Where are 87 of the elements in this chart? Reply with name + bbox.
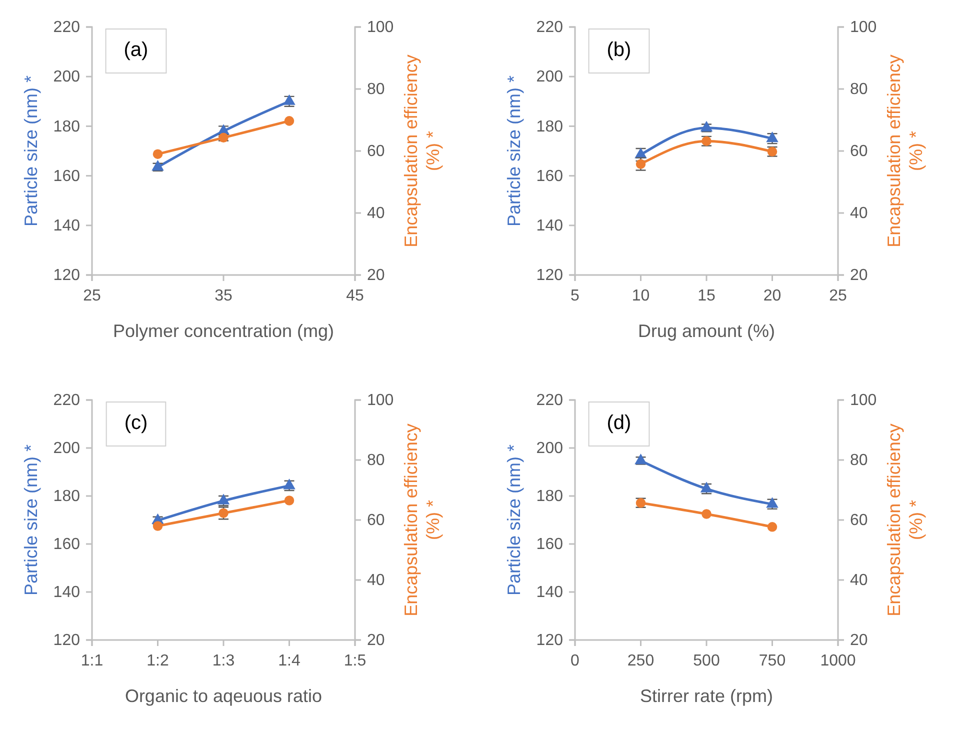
point [152, 149, 163, 159]
x-axis-title: Drug amount (%) [638, 321, 776, 341]
y-tick-label: 180 [53, 118, 80, 136]
y2-tick-label: 60 [850, 512, 868, 530]
y-tick-label: 220 [53, 392, 80, 410]
x-axis-title: Polymer concentration (mg) [112, 321, 334, 341]
x-tick-label: 1:3 [212, 652, 235, 670]
y-tick-label: 120 [536, 632, 564, 650]
y-tick-label: 140 [536, 584, 564, 602]
y-tick-label: 180 [536, 488, 564, 506]
point [700, 120, 713, 132]
y-tick-label: 140 [53, 218, 80, 235]
y2-axis-title: Encapsulation efficiency (%) * [884, 54, 926, 248]
y2-tick-label: 100 [850, 19, 877, 36]
y-tick-label: 220 [536, 392, 564, 410]
x-axis-title: Organic to aqeuous ratio [124, 686, 322, 706]
point [767, 522, 778, 532]
x-tick-label: 15 [698, 287, 716, 304]
x-tick-label: 1:2 [146, 652, 169, 670]
y-tick-label: 180 [536, 118, 564, 136]
y-tick-label: 200 [536, 68, 564, 86]
y-tick-label: 160 [536, 536, 564, 554]
x-tick-label: 250 [627, 652, 654, 670]
y2-tick-label: 80 [850, 452, 868, 470]
y-tick-label: 200 [536, 440, 564, 458]
point [152, 160, 164, 171]
x-tick-label: 1:4 [278, 652, 300, 670]
y-tick-label: 120 [53, 267, 80, 284]
annotation: (a) [124, 39, 148, 61]
y2-axis-title: Encapsulation efficiency (%) * [884, 424, 926, 616]
y2-tick-label: 100 [367, 392, 394, 410]
y2-tick-label: 40 [367, 572, 385, 590]
x-tick-label: 1:1 [80, 652, 104, 670]
y-axis-title: Particle size (nm) * [21, 75, 41, 227]
y-tick-label: 200 [53, 440, 80, 458]
y-tick-label: 160 [53, 168, 80, 185]
y-axis-title: Particle size (nm) * [21, 444, 41, 596]
y-tick-label: 220 [536, 19, 564, 36]
y-tick-label: 140 [53, 584, 80, 602]
annotation: (d) [606, 412, 632, 434]
point [702, 509, 712, 519]
y2-tick-label: 20 [367, 267, 385, 284]
y2-tick-label: 40 [367, 205, 385, 222]
y-tick-label: 140 [536, 218, 564, 235]
y2-tick-label: 20 [367, 632, 385, 650]
x-tick-label: 750 [758, 652, 786, 670]
y-tick-label: 200 [53, 68, 80, 86]
y2-tick-label: 60 [367, 512, 385, 530]
y-tick-label: 180 [53, 488, 80, 506]
y2-tick-label: 20 [850, 632, 868, 650]
x-tick-label: 20 [763, 287, 782, 304]
y2-tick-label: 80 [850, 81, 868, 98]
x-tick-label: 5 [570, 287, 580, 304]
y2-tick-label: 80 [367, 452, 385, 470]
x-tick-label: 1000 [820, 652, 856, 670]
annotation: (b) [606, 39, 632, 61]
x-axis-title: Stirrer rate (rpm) [640, 686, 774, 706]
point [152, 521, 163, 531]
y-axis-title: Particle size (nm) * [504, 444, 524, 596]
y2-tick-label: 40 [850, 572, 868, 590]
y2-tick-label: 100 [850, 392, 877, 410]
y-tick-label: 220 [53, 19, 80, 36]
x-tick-label: 35 [214, 287, 232, 304]
y2-tick-label: 100 [367, 19, 394, 36]
y-axis-title: Particle size (nm) * [504, 75, 524, 227]
annotation: (c) [124, 412, 148, 434]
x-tick-label: 1:5 [344, 652, 366, 670]
y-tick-label: 160 [536, 168, 564, 185]
y2-tick-label: 40 [850, 205, 868, 222]
point [284, 116, 294, 126]
y2-tick-label: 80 [367, 81, 385, 98]
y-tick-label: 120 [53, 632, 80, 650]
point [634, 454, 647, 464]
y2-tick-label: 60 [850, 143, 868, 160]
x-tick-label: 25 [829, 287, 847, 304]
point [284, 496, 294, 506]
y-tick-label: 160 [53, 536, 80, 554]
x-tick-label: 0 [570, 652, 580, 670]
y2-tick-label: 60 [367, 143, 385, 160]
y2-axis-title: Encapsulation efficiency (%) * [401, 54, 443, 248]
y2-axis-title: Encapsulation efficiency (%) * [401, 424, 443, 616]
x-tick-label: 10 [632, 287, 650, 304]
x-tick-label: 500 [693, 652, 720, 670]
y2-tick-label: 20 [850, 267, 868, 284]
x-tick-label: 45 [346, 287, 364, 304]
x-tick-label: 25 [83, 287, 101, 304]
y-tick-label: 120 [536, 267, 564, 284]
